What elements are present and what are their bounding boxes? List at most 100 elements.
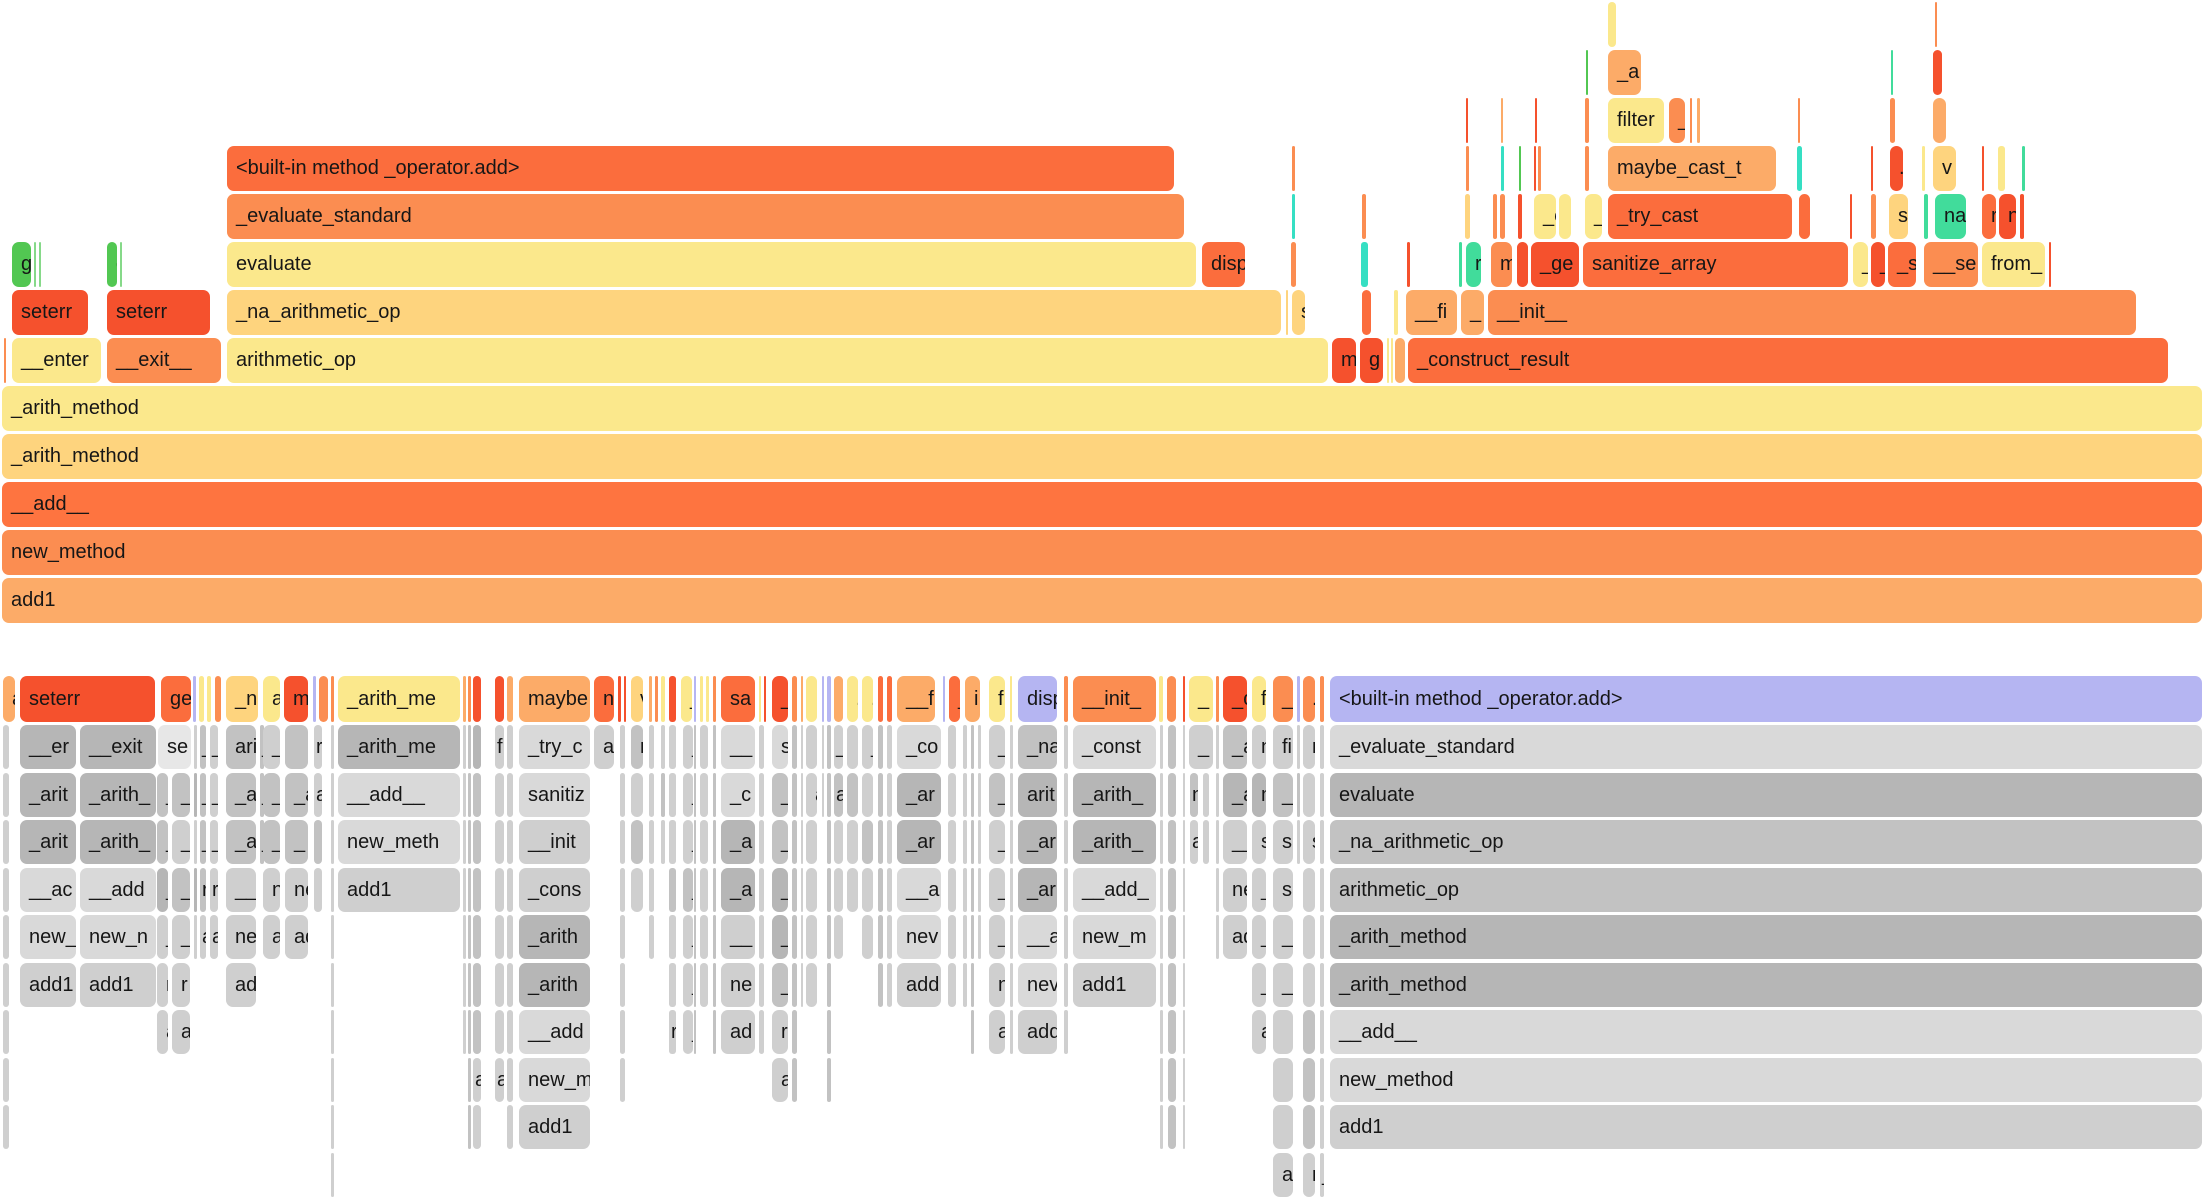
flame-frame[interactable] xyxy=(1585,98,1589,143)
caller-frame[interactable]: a xyxy=(495,1057,504,1102)
flame-frame[interactable]: _s xyxy=(1888,242,1916,287)
caller-frame[interactable]: se xyxy=(158,725,191,769)
caller-frame[interactable] xyxy=(1160,867,1163,912)
caller-frame[interactable] xyxy=(473,725,481,769)
caller-frame[interactable] xyxy=(1064,867,1068,912)
caller-frame[interactable]: a xyxy=(210,915,218,959)
caller-frame[interactable] xyxy=(495,962,504,1007)
flame-frame[interactable] xyxy=(2022,146,2025,191)
leaf-frame[interactable] xyxy=(806,676,817,722)
caller-frame[interactable] xyxy=(1010,867,1013,912)
caller-frame[interactable]: _ xyxy=(263,772,280,817)
flame-frame[interactable]: _arith_method xyxy=(2,434,2202,479)
leaf-frame[interactable] xyxy=(1183,676,1185,722)
caller-frame[interactable]: r xyxy=(200,867,206,912)
caller-frame[interactable] xyxy=(713,867,716,912)
flame-frame[interactable] xyxy=(1933,98,1946,143)
caller-frame[interactable] xyxy=(948,962,956,1007)
caller-frame[interactable]: _ xyxy=(1252,962,1266,1007)
caller-frame[interactable] xyxy=(1320,1010,1324,1054)
caller-frame[interactable] xyxy=(806,915,817,959)
caller-frame[interactable] xyxy=(694,962,696,1007)
caller-frame[interactable]: nev xyxy=(1018,962,1057,1007)
caller-frame[interactable] xyxy=(468,1057,471,1102)
caller-frame[interactable] xyxy=(3,1010,9,1054)
caller-frame[interactable]: ari xyxy=(226,725,256,769)
caller-frame[interactable] xyxy=(1273,1105,1293,1149)
caller-frame[interactable]: _ xyxy=(1273,915,1293,959)
flame-frame[interactable] xyxy=(1292,194,1295,239)
caller-frame[interactable] xyxy=(314,820,322,864)
caller-frame[interactable]: _a xyxy=(226,772,256,817)
flame-frame[interactable]: _construct_result xyxy=(1408,338,2168,383)
caller-frame[interactable] xyxy=(620,725,625,769)
caller-frame[interactable] xyxy=(827,772,831,817)
caller-frame[interactable]: _ xyxy=(263,820,280,864)
caller-frame[interactable] xyxy=(669,725,676,769)
caller-frame[interactable] xyxy=(792,820,797,864)
caller-frame[interactable] xyxy=(495,915,504,959)
caller-frame[interactable] xyxy=(713,725,716,769)
caller-frame[interactable] xyxy=(669,820,676,864)
selected-frame[interactable] xyxy=(827,676,831,722)
leaf-frame[interactable]: ge xyxy=(161,676,191,722)
caller-frame[interactable] xyxy=(694,725,696,769)
flame-frame[interactable]: g xyxy=(12,242,31,287)
caller-frame[interactable] xyxy=(507,1010,513,1054)
caller-frame[interactable]: add1 xyxy=(519,1105,590,1149)
caller-frame[interactable]: _ xyxy=(834,725,843,769)
caller-frame[interactable] xyxy=(963,962,967,1007)
caller-frame[interactable]: _ xyxy=(172,867,190,912)
caller-frame[interactable]: ad xyxy=(721,1010,755,1054)
caller-frame[interactable] xyxy=(3,772,9,817)
leaf-frame[interactable]: _ xyxy=(681,676,692,722)
caller-frame[interactable]: __ xyxy=(721,725,755,769)
caller-frame[interactable] xyxy=(1160,1105,1163,1149)
caller-frame[interactable]: _a xyxy=(263,725,280,769)
caller-frame[interactable]: arithmetic_op xyxy=(1330,867,2202,912)
caller-frame[interactable]: _arit xyxy=(20,820,76,864)
caller-frame[interactable] xyxy=(473,772,481,817)
leaf-frame[interactable] xyxy=(1320,676,1324,722)
flame-frame[interactable] xyxy=(1586,50,1588,95)
caller-frame[interactable] xyxy=(1273,1010,1293,1054)
caller-frame[interactable] xyxy=(463,820,466,864)
caller-frame[interactable] xyxy=(507,1105,513,1149)
caller-frame[interactable] xyxy=(759,915,764,959)
caller-frame[interactable] xyxy=(963,915,967,959)
caller-frame[interactable]: add1 xyxy=(338,867,460,912)
caller-frame[interactable]: a xyxy=(1273,1152,1293,1197)
caller-frame[interactable] xyxy=(1168,915,1176,959)
flame-frame[interactable] xyxy=(1286,290,1288,335)
flame-frame[interactable] xyxy=(1517,242,1528,287)
selected-frame[interactable]: <built-in method _operator.add> xyxy=(1330,676,2202,722)
caller-frame[interactable]: _ xyxy=(683,725,693,769)
caller-frame[interactable] xyxy=(331,772,334,817)
caller-frame[interactable] xyxy=(331,1057,334,1102)
leaf-frame[interactable] xyxy=(669,676,676,722)
caller-frame[interactable]: _ xyxy=(683,820,693,864)
flame-frame[interactable]: __init__ xyxy=(1488,290,2136,335)
caller-frame[interactable] xyxy=(1303,962,1315,1007)
caller-frame[interactable] xyxy=(963,725,967,769)
leaf-frame[interactable]: _ xyxy=(949,676,960,722)
leaf-frame[interactable]: seterr xyxy=(20,676,155,722)
caller-frame[interactable] xyxy=(1320,725,1324,769)
leaf-frame[interactable]: a xyxy=(3,676,15,722)
caller-frame[interactable] xyxy=(801,820,803,864)
leaf-frame[interactable] xyxy=(1064,676,1068,722)
caller-frame[interactable] xyxy=(468,1010,471,1054)
caller-frame[interactable]: n xyxy=(1190,772,1198,817)
caller-frame[interactable] xyxy=(1203,772,1209,817)
caller-frame[interactable]: a xyxy=(594,725,614,769)
caller-frame[interactable] xyxy=(507,962,513,1007)
caller-frame[interactable]: _ xyxy=(772,772,788,817)
caller-frame[interactable] xyxy=(700,820,708,864)
caller-frame[interactable] xyxy=(822,725,824,769)
caller-frame[interactable] xyxy=(887,820,892,864)
caller-frame[interactable] xyxy=(463,915,466,959)
caller-frame[interactable] xyxy=(495,820,504,864)
caller-frame[interactable] xyxy=(194,867,197,912)
flame-frame[interactable] xyxy=(2049,242,2051,287)
selected-frame[interactable] xyxy=(943,676,945,722)
